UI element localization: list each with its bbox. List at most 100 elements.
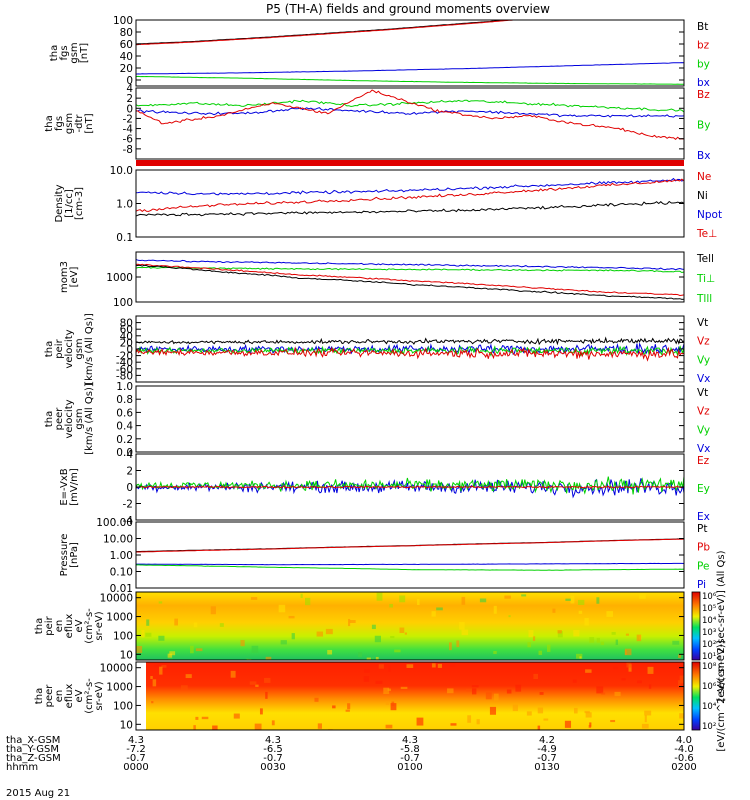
spectrogram-texture <box>400 686 408 690</box>
spectrogram-texture <box>521 594 527 597</box>
series-line-Vt <box>136 336 684 346</box>
series-line-bx <box>136 62 684 75</box>
x-axis-labels: tha_X-GSMtha_Y-GSMtha_Z-GSMhhmm4.3-7.2-0… <box>6 735 697 773</box>
spectrogram-texture <box>648 684 652 689</box>
spectrogram-texture <box>167 653 173 658</box>
spectrogram-texture <box>375 680 383 684</box>
y-axis-label: eflux <box>64 684 75 709</box>
y-axis-label: Pressure <box>59 534 70 577</box>
spectrogram-texture <box>161 665 167 668</box>
y-axis-label: [nPa] <box>69 542 80 568</box>
panel-frame <box>135 87 685 160</box>
spectrogram-texture <box>641 723 649 729</box>
spectrogram-texture <box>606 611 614 617</box>
series-line-Ez <box>136 485 684 489</box>
y-axis-label: velocity <box>64 399 75 438</box>
spectrogram-texture <box>364 669 370 673</box>
spectrogram-texture <box>672 640 680 645</box>
spectrogram-texture <box>249 681 257 685</box>
spectrogram-texture <box>467 715 472 723</box>
legend-entry-Tlll: Tlll <box>696 293 712 305</box>
colorbar-peer-spectrogram <box>691 661 701 731</box>
x-axis-tick-label: 0200 <box>671 762 696 773</box>
series-line-bz <box>136 20 519 46</box>
y-axis-label: [mV/m] <box>69 468 80 506</box>
panel-plot-area <box>136 476 684 499</box>
x-axis-tick-label: 4.2 <box>539 735 555 746</box>
y-axis-label: -dtr <box>74 114 85 133</box>
spectrogram-texture <box>233 713 240 719</box>
y-tick-label: -8 <box>123 144 133 156</box>
spectrogram-texture <box>265 656 272 660</box>
y-tick-label: 100 <box>113 630 133 642</box>
spectrogram-texture <box>254 723 262 730</box>
spectrogram-texture <box>539 692 544 695</box>
x-axis-tick-label: -7.2 <box>126 744 146 755</box>
panel-frame <box>135 661 685 731</box>
spectrogram-texture <box>332 705 336 709</box>
spectrogram-texture <box>547 644 551 652</box>
spectrogram-texture <box>385 724 393 729</box>
spectrogram-texture <box>437 663 442 668</box>
y-tick-label: 80 <box>120 27 133 39</box>
plot-title: P5 (TH-A) fields and ground moments over… <box>266 2 550 16</box>
series-line-By <box>136 99 684 113</box>
panel-frame <box>135 591 685 661</box>
spectrogram-image <box>136 592 684 660</box>
colorbar-peir-spectrogram <box>691 591 701 661</box>
spectrogram-texture <box>537 725 541 730</box>
legend-entry-Pi: Pi <box>697 579 706 591</box>
y-tick-label: -40 <box>116 357 133 369</box>
spectrogram-texture <box>596 686 604 694</box>
x-axis-tick-label: -0.6 <box>674 753 694 764</box>
spectrogram-texture <box>387 688 391 691</box>
panel-plot-area <box>136 336 684 362</box>
y-tick-label: 60 <box>120 39 133 51</box>
spectrogram-texture <box>532 636 536 641</box>
spectrogram-texture <box>201 716 209 720</box>
spectrogram-texture <box>345 709 350 712</box>
spectrogram-texture <box>533 673 539 680</box>
y-tick-label: 10 <box>120 719 133 731</box>
y-axis-label: en <box>54 690 65 703</box>
y-tick-label: 2 <box>126 93 133 105</box>
y-axis-label: [nT] <box>84 113 95 133</box>
spectrogram-texture <box>212 725 218 730</box>
y-axis-label: (cm²-s- <box>84 678 95 714</box>
spectrogram-texture <box>610 719 616 723</box>
colorbar-tick-label: 10¹ <box>702 652 716 662</box>
spectrogram-texture <box>348 618 351 627</box>
panel-frame <box>135 521 685 589</box>
spectrogram-texture <box>678 654 682 658</box>
spectrogram-texture <box>596 637 600 643</box>
colorbar-tick-label: 10⁸ <box>702 662 717 672</box>
panel-plot-area <box>136 89 684 140</box>
y-tick-label: 10 <box>120 649 133 661</box>
y-axis-label: mom3 <box>59 261 70 293</box>
y-tick-label: 4 <box>126 449 133 461</box>
y-tick-label: -80 <box>116 370 133 382</box>
y-tick-label: 60 <box>120 324 133 336</box>
x-axis-tick-label: 4.0 <box>676 735 692 746</box>
spectrogram-texture <box>678 680 681 687</box>
spectrogram-texture <box>493 605 497 614</box>
x-axis-tick-label: -4.0 <box>674 744 694 755</box>
spectrogram-texture <box>180 685 188 691</box>
legend-entry-By: By <box>697 120 710 132</box>
legend-entry-Vz: Vz <box>697 406 710 418</box>
series-line-Ni <box>136 200 684 217</box>
y-axis-label: [nT] <box>79 43 90 63</box>
x-axis-tick-label: 0000 <box>123 762 148 773</box>
colorbar-tick-label: 10² <box>702 722 716 732</box>
legend-entry-Bt: Bt <box>697 21 708 33</box>
series-line-Pb <box>136 538 684 553</box>
spectrogram-texture <box>255 684 259 687</box>
spectrogram-texture <box>449 662 456 667</box>
spectrogram-texture <box>378 664 384 669</box>
spectrogram-texture <box>584 710 590 714</box>
spectrogram-texture <box>573 629 580 637</box>
spectrogram-texture <box>461 629 469 636</box>
spectrogram-texture <box>300 593 303 599</box>
series-line-Vz <box>136 346 684 362</box>
